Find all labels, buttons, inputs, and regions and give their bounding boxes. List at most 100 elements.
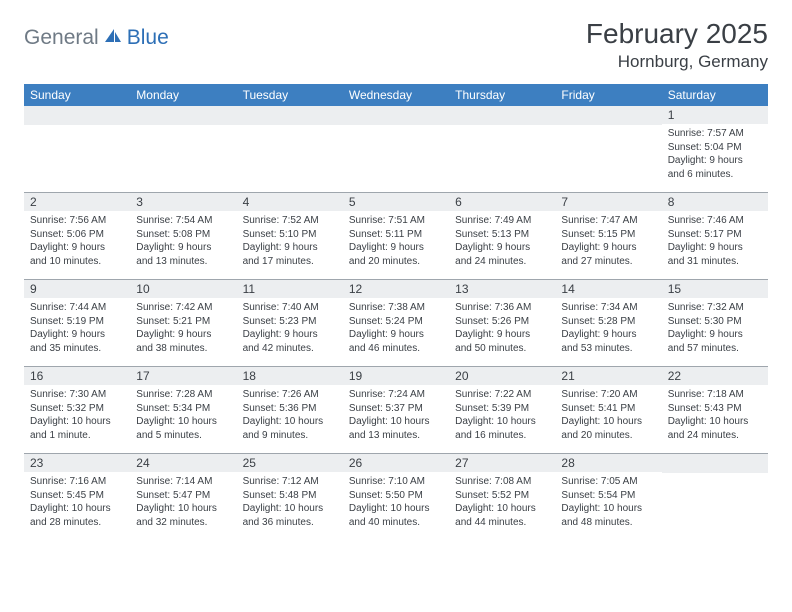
sunset-text: Sunset: 5:32 PM [30,402,124,416]
sunrise-text: Sunrise: 7:18 AM [668,388,762,402]
sunrise-text: Sunrise: 7:05 AM [561,475,655,489]
weekday-header-row: Sunday Monday Tuesday Wednesday Thursday… [24,84,768,106]
sunrise-text: Sunrise: 7:54 AM [136,214,230,228]
daylight-text: Daylight: 9 hours and 6 minutes. [668,154,762,181]
sunrise-text: Sunrise: 7:20 AM [561,388,655,402]
daylight-text: Daylight: 10 hours and 48 minutes. [561,502,655,529]
week-row: 23Sunrise: 7:16 AMSunset: 5:45 PMDayligh… [24,453,768,540]
month-title: February 2025 [586,18,768,50]
calendar-page: General Blue February 2025 Hornburg, Ger… [0,0,792,558]
day-cell: 22Sunrise: 7:18 AMSunset: 5:43 PMDayligh… [662,367,768,453]
daylight-text: Daylight: 9 hours and 17 minutes. [243,241,337,268]
sunset-text: Sunset: 5:43 PM [668,402,762,416]
day-cell: 25Sunrise: 7:12 AMSunset: 5:48 PMDayligh… [237,454,343,540]
sunrise-text: Sunrise: 7:51 AM [349,214,443,228]
day-number: 21 [555,367,661,385]
empty-day-bar [343,106,449,125]
day-details: Sunrise: 7:38 AMSunset: 5:24 PMDaylight:… [343,298,449,359]
day-details: Sunrise: 7:34 AMSunset: 5:28 PMDaylight:… [555,298,661,359]
daylight-text: Daylight: 9 hours and 31 minutes. [668,241,762,268]
day-cell: 14Sunrise: 7:34 AMSunset: 5:28 PMDayligh… [555,280,661,366]
daylight-text: Daylight: 10 hours and 13 minutes. [349,415,443,442]
title-block: February 2025 Hornburg, Germany [586,18,768,72]
day-number: 8 [662,193,768,211]
sunset-text: Sunset: 5:41 PM [561,402,655,416]
day-details: Sunrise: 7:42 AMSunset: 5:21 PMDaylight:… [130,298,236,359]
day-cell [237,106,343,192]
day-cell: 2Sunrise: 7:56 AMSunset: 5:06 PMDaylight… [24,193,130,279]
day-cell: 8Sunrise: 7:46 AMSunset: 5:17 PMDaylight… [662,193,768,279]
day-cell: 5Sunrise: 7:51 AMSunset: 5:11 PMDaylight… [343,193,449,279]
sunrise-text: Sunrise: 7:22 AM [455,388,549,402]
daylight-text: Daylight: 10 hours and 1 minute. [30,415,124,442]
sunset-text: Sunset: 5:52 PM [455,489,549,503]
sunset-text: Sunset: 5:47 PM [136,489,230,503]
logo-sail-icon [103,27,123,50]
day-details: Sunrise: 7:40 AMSunset: 5:23 PMDaylight:… [237,298,343,359]
sunrise-text: Sunrise: 7:36 AM [455,301,549,315]
day-details: Sunrise: 7:36 AMSunset: 5:26 PMDaylight:… [449,298,555,359]
day-details: Sunrise: 7:30 AMSunset: 5:32 PMDaylight:… [24,385,130,446]
day-cell: 17Sunrise: 7:28 AMSunset: 5:34 PMDayligh… [130,367,236,453]
day-cell [343,106,449,192]
weeks-container: 1Sunrise: 7:57 AMSunset: 5:04 PMDaylight… [24,106,768,540]
sunrise-text: Sunrise: 7:44 AM [30,301,124,315]
day-cell: 15Sunrise: 7:32 AMSunset: 5:30 PMDayligh… [662,280,768,366]
day-number: 16 [24,367,130,385]
day-number: 7 [555,193,661,211]
logo: General Blue [24,18,169,50]
daylight-text: Daylight: 10 hours and 16 minutes. [455,415,549,442]
day-cell: 19Sunrise: 7:24 AMSunset: 5:37 PMDayligh… [343,367,449,453]
sunrise-text: Sunrise: 7:40 AM [243,301,337,315]
week-row: 2Sunrise: 7:56 AMSunset: 5:06 PMDaylight… [24,192,768,279]
sunset-text: Sunset: 5:48 PM [243,489,337,503]
weekday-header: Wednesday [343,84,449,106]
empty-day-bar [449,106,555,125]
sunset-text: Sunset: 5:45 PM [30,489,124,503]
sunrise-text: Sunrise: 7:46 AM [668,214,762,228]
day-number: 24 [130,454,236,472]
week-row: 1Sunrise: 7:57 AMSunset: 5:04 PMDaylight… [24,106,768,192]
sunset-text: Sunset: 5:39 PM [455,402,549,416]
day-number: 17 [130,367,236,385]
day-details: Sunrise: 7:26 AMSunset: 5:36 PMDaylight:… [237,385,343,446]
daylight-text: Daylight: 9 hours and 35 minutes. [30,328,124,355]
day-details: Sunrise: 7:56 AMSunset: 5:06 PMDaylight:… [24,211,130,272]
sunrise-text: Sunrise: 7:10 AM [349,475,443,489]
day-details: Sunrise: 7:22 AMSunset: 5:39 PMDaylight:… [449,385,555,446]
day-details: Sunrise: 7:51 AMSunset: 5:11 PMDaylight:… [343,211,449,272]
day-details: Sunrise: 7:46 AMSunset: 5:17 PMDaylight:… [662,211,768,272]
sunrise-text: Sunrise: 7:47 AM [561,214,655,228]
sunset-text: Sunset: 5:19 PM [30,315,124,329]
day-cell [130,106,236,192]
day-number: 26 [343,454,449,472]
day-cell: 3Sunrise: 7:54 AMSunset: 5:08 PMDaylight… [130,193,236,279]
sunset-text: Sunset: 5:36 PM [243,402,337,416]
sunrise-text: Sunrise: 7:28 AM [136,388,230,402]
day-cell: 16Sunrise: 7:30 AMSunset: 5:32 PMDayligh… [24,367,130,453]
day-details: Sunrise: 7:05 AMSunset: 5:54 PMDaylight:… [555,472,661,533]
day-details: Sunrise: 7:20 AMSunset: 5:41 PMDaylight:… [555,385,661,446]
sunset-text: Sunset: 5:24 PM [349,315,443,329]
day-cell: 1Sunrise: 7:57 AMSunset: 5:04 PMDaylight… [662,106,768,192]
weekday-header: Tuesday [237,84,343,106]
daylight-text: Daylight: 9 hours and 50 minutes. [455,328,549,355]
day-number: 12 [343,280,449,298]
daylight-text: Daylight: 9 hours and 27 minutes. [561,241,655,268]
sunset-text: Sunset: 5:30 PM [668,315,762,329]
day-cell: 6Sunrise: 7:49 AMSunset: 5:13 PMDaylight… [449,193,555,279]
sunrise-text: Sunrise: 7:24 AM [349,388,443,402]
sunset-text: Sunset: 5:23 PM [243,315,337,329]
day-number: 5 [343,193,449,211]
logo-text-general: General [24,26,99,50]
sunrise-text: Sunrise: 7:32 AM [668,301,762,315]
day-number: 14 [555,280,661,298]
day-cell: 11Sunrise: 7:40 AMSunset: 5:23 PMDayligh… [237,280,343,366]
sunset-text: Sunset: 5:06 PM [30,228,124,242]
calendar: Sunday Monday Tuesday Wednesday Thursday… [24,84,768,540]
daylight-text: Daylight: 9 hours and 20 minutes. [349,241,443,268]
sunset-text: Sunset: 5:11 PM [349,228,443,242]
day-cell [24,106,130,192]
empty-day-bar [24,106,130,125]
day-details: Sunrise: 7:14 AMSunset: 5:47 PMDaylight:… [130,472,236,533]
